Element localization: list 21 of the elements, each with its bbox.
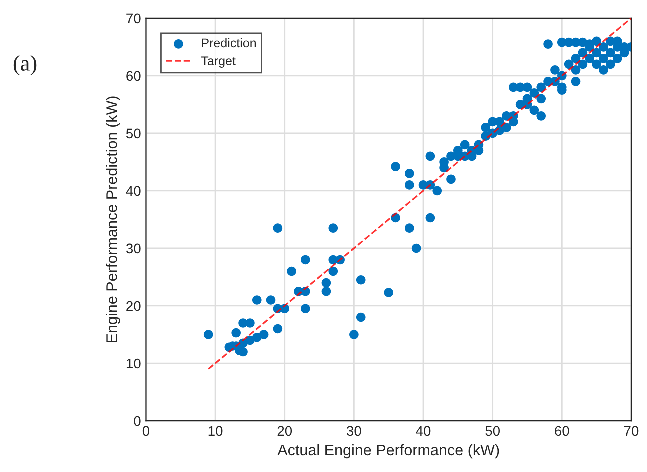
- x-tick-label: 40: [416, 426, 431, 436]
- x-tick-label: 10: [208, 426, 223, 436]
- x-tick-label: 70: [624, 426, 639, 436]
- x-tick-label: 30: [346, 426, 362, 436]
- y-tick-label: 40: [126, 186, 141, 196]
- y-tick-label: 70: [126, 14, 141, 24]
- y-tick-label: 50: [126, 128, 141, 139]
- x-tick-label: 20: [278, 426, 292, 436]
- legend-label: Target: [202, 56, 236, 68]
- text: (a): [14, 55, 37, 76]
- legend-label: Prediction: [202, 38, 256, 48]
- x-tick-label: 50: [486, 426, 500, 436]
- y-tick-label: 20: [126, 301, 141, 312]
- y-tick-label: 30: [126, 244, 141, 254]
- y-tick-label: 0: [134, 416, 141, 426]
- x-tick-label: 60: [555, 426, 570, 436]
- x-tick-label: 0: [142, 426, 150, 436]
- y-tick-label: 60: [126, 71, 141, 82]
- y-axis-title: Engine Performance Prediction (kW): [106, 96, 120, 342]
- x-axis-title: Actual Engine Performance (kW): [278, 444, 500, 459]
- y-tick-label: 10: [126, 358, 141, 369]
